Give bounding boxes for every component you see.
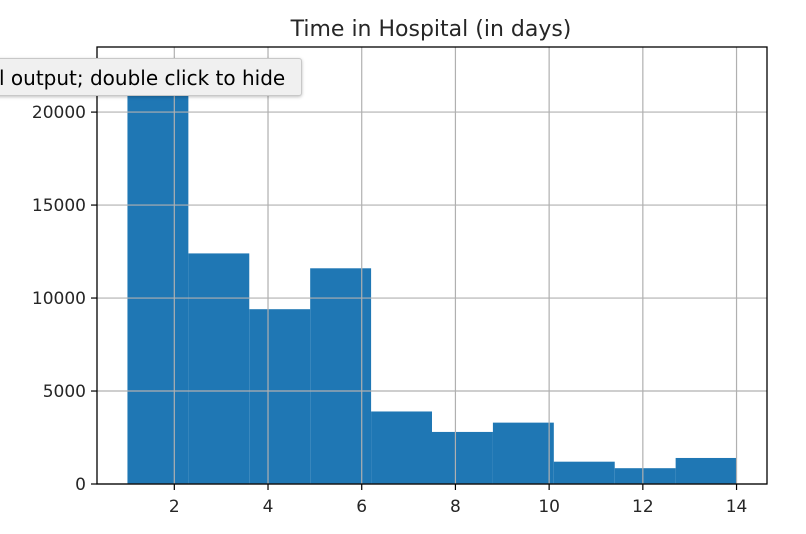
y-tick-label: 15000 — [32, 196, 86, 216]
histogram-bar — [188, 253, 250, 484]
histogram-bar — [492, 422, 554, 484]
histogram-bars — [127, 84, 737, 484]
histogram-bar — [553, 461, 615, 484]
y-tick-label: 20000 — [32, 103, 86, 123]
x-tick-label: 12 — [632, 497, 654, 517]
histogram-bar — [127, 84, 189, 484]
x-tick-label: 10 — [538, 497, 560, 517]
y-tick-label: 10000 — [32, 289, 86, 309]
y-tick-label: 0 — [75, 475, 86, 495]
y-tick-label: 5000 — [43, 382, 86, 402]
x-axis-ticks: 2 4 6 8 10 12 14 — [169, 484, 747, 517]
histogram-bar — [675, 457, 737, 484]
histogram-bar — [432, 431, 493, 484]
x-tick-label: 8 — [450, 497, 461, 517]
x-tick-label: 6 — [356, 497, 367, 517]
chart-title: Time in Hospital (in days) — [290, 17, 572, 42]
histogram-bar — [249, 309, 311, 484]
y-axis-ticks: 0 5000 10000 15000 20000 — [32, 103, 97, 495]
plot-frame — [96, 46, 768, 485]
x-tick-label: 4 — [263, 497, 274, 517]
histogram-bar — [371, 411, 432, 484]
x-tick-label: 14 — [726, 497, 748, 517]
histogram-bar — [310, 268, 372, 484]
histogram-bar — [614, 468, 676, 484]
output-toggle-tooltip[interactable]: l output; double click to hide — [0, 58, 302, 96]
x-tick-label: 2 — [169, 497, 180, 517]
